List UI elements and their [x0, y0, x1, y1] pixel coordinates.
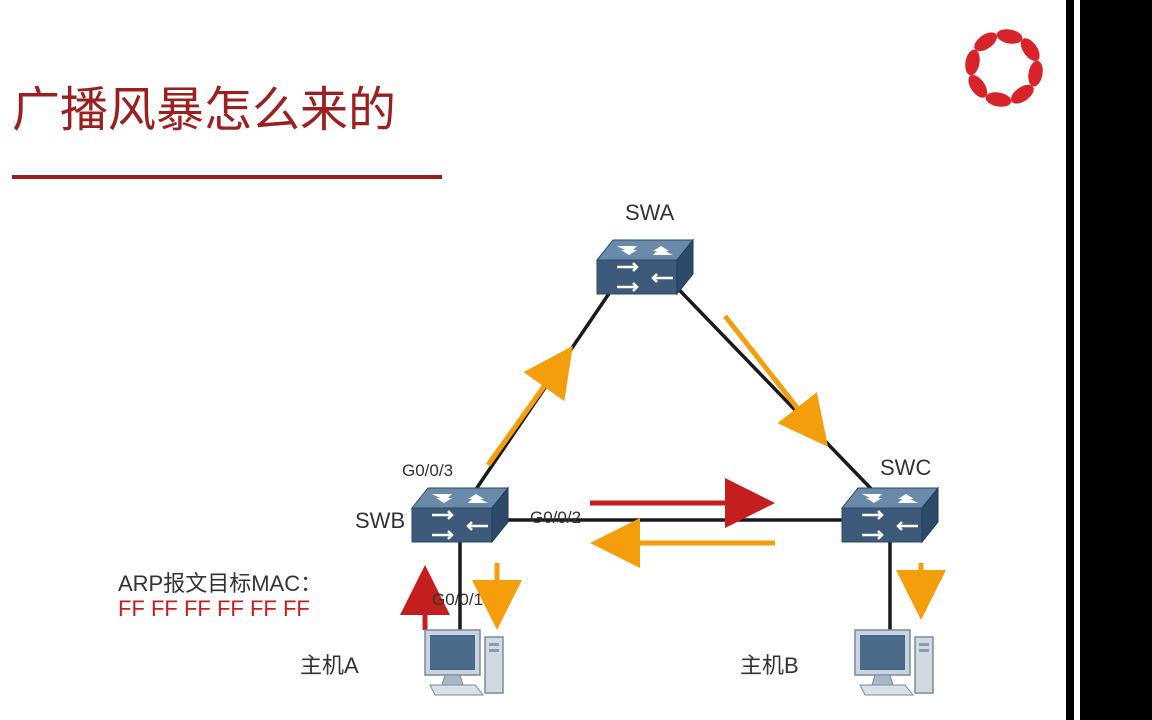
port-g002: G0/0/2 — [530, 508, 581, 528]
switch-swb — [412, 488, 508, 542]
label-swb: SWB — [355, 508, 405, 534]
label-swc: SWC — [880, 455, 931, 481]
host-b — [855, 630, 933, 695]
port-g001: G0/0/1 — [432, 590, 483, 610]
switch-swc — [842, 488, 938, 542]
switch-swa — [597, 240, 693, 294]
arp-text-line2: FF FF FF FF FF FF — [118, 596, 310, 622]
label-hostb: 主机B — [740, 648, 799, 680]
arp-text-line1: ARP报文目标MAC： — [118, 566, 322, 598]
label-hosta: 主机A — [300, 648, 359, 680]
label-swa: SWA — [625, 200, 674, 226]
port-g003: G0/0/3 — [402, 461, 453, 481]
host-a — [425, 630, 503, 695]
